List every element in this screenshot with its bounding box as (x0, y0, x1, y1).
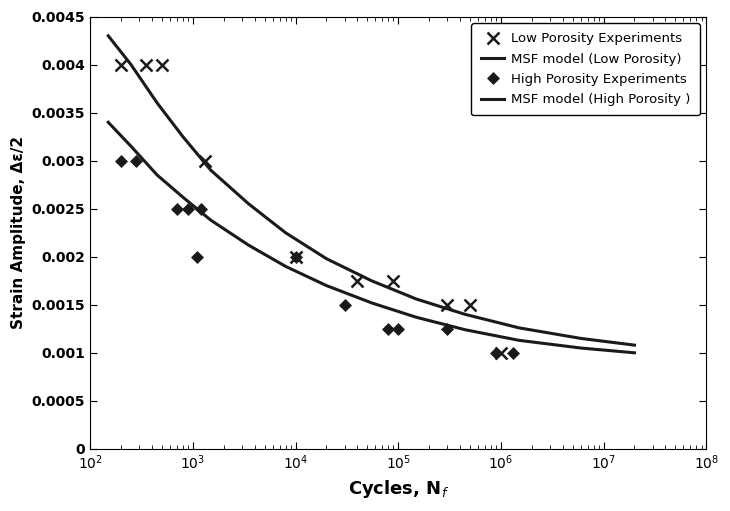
Legend: Low Porosity Experiments, MSF model (Low Porosity), High Porosity Experiments, M: Low Porosity Experiments, MSF model (Low… (472, 23, 699, 115)
Y-axis label: Strain Amplitude, Δε/2: Strain Amplitude, Δε/2 (11, 136, 26, 329)
X-axis label: Cycles, N$_f$: Cycles, N$_f$ (347, 478, 449, 500)
